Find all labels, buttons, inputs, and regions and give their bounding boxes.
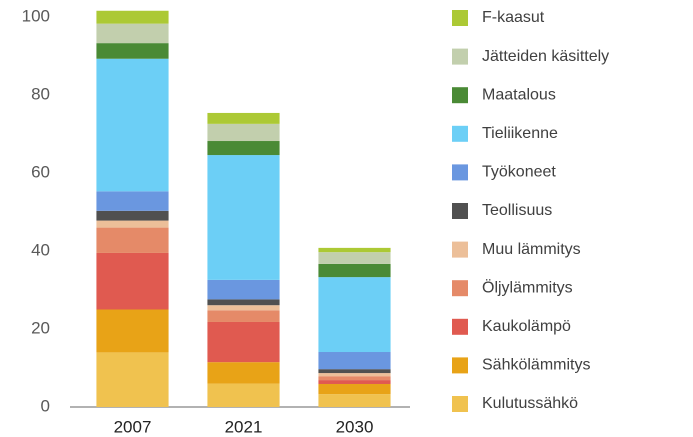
bar-segment bbox=[318, 352, 391, 370]
bar-segment bbox=[96, 227, 169, 253]
bar-segment bbox=[207, 299, 280, 306]
bar-segment bbox=[318, 383, 391, 395]
legend-swatch bbox=[452, 318, 468, 335]
bar-segment bbox=[96, 210, 169, 221]
bar-segment bbox=[96, 220, 169, 228]
bar-segment bbox=[96, 252, 169, 310]
legend-label: Sähkölämmitys bbox=[482, 357, 590, 374]
y-tick-label: 0 bbox=[41, 396, 50, 415]
bar-segment bbox=[96, 191, 169, 211]
x-tick-label: 2021 bbox=[225, 417, 263, 436]
bar-segment bbox=[318, 252, 391, 264]
legend-label: Teollisuus bbox=[482, 202, 552, 219]
legend-label: Tieliikenne bbox=[482, 125, 558, 142]
bar-segment bbox=[318, 394, 391, 407]
legend-label: Kulutussähkö bbox=[482, 395, 578, 412]
bar-segment bbox=[318, 369, 391, 374]
bar-segment bbox=[318, 380, 391, 384]
legend-swatch bbox=[452, 164, 468, 181]
bar-segment bbox=[207, 321, 280, 363]
legend-label: Maatalous bbox=[482, 86, 556, 103]
bar-segment bbox=[207, 362, 280, 384]
bar-segment bbox=[96, 58, 169, 192]
x-tick-label: 2007 bbox=[114, 417, 152, 436]
bar-segment bbox=[96, 23, 169, 44]
legend-swatch bbox=[452, 280, 468, 297]
y-tick-label: 80 bbox=[31, 84, 50, 103]
bar-segment bbox=[318, 376, 391, 381]
bar-segment bbox=[318, 373, 391, 377]
y-tick-label: 60 bbox=[31, 162, 50, 181]
legend-label: Jätteiden käsittely bbox=[482, 48, 609, 65]
y-tick-label: 40 bbox=[31, 240, 50, 259]
bar-segment bbox=[207, 155, 280, 280]
legend-swatch bbox=[452, 396, 468, 412]
bar-segment bbox=[96, 352, 169, 407]
bar-segment bbox=[318, 247, 391, 253]
legend-label: Öljylämmitys bbox=[482, 278, 573, 296]
legend-swatch bbox=[452, 357, 468, 374]
legend-swatch bbox=[452, 241, 468, 258]
bar-segment bbox=[96, 10, 169, 24]
bar-segment bbox=[207, 112, 280, 124]
x-tick-label: 2030 bbox=[336, 417, 374, 436]
bar-segment bbox=[318, 277, 391, 353]
bar-segment bbox=[318, 263, 391, 278]
y-tick-label: 100 bbox=[22, 6, 50, 25]
bar-segment bbox=[96, 43, 169, 59]
legend-label: Työkoneet bbox=[482, 164, 556, 181]
legend-label: Kaukolämpö bbox=[482, 318, 571, 335]
legend-label: Muu lämmitys bbox=[482, 241, 581, 258]
bar-segment bbox=[96, 309, 169, 353]
legend-swatch bbox=[452, 10, 468, 26]
legend-label: F-kaasut bbox=[482, 9, 545, 26]
bar-segment bbox=[207, 305, 280, 311]
bar-segment bbox=[207, 141, 280, 156]
legend-swatch bbox=[452, 203, 468, 219]
bar-segment bbox=[207, 123, 280, 142]
bar-segment bbox=[207, 310, 280, 322]
legend-swatch bbox=[452, 125, 468, 142]
legend-swatch bbox=[452, 87, 468, 104]
bar-segment bbox=[207, 383, 280, 407]
legend-swatch bbox=[452, 48, 468, 65]
y-tick-label: 20 bbox=[31, 318, 50, 337]
bar-segment bbox=[207, 279, 280, 300]
